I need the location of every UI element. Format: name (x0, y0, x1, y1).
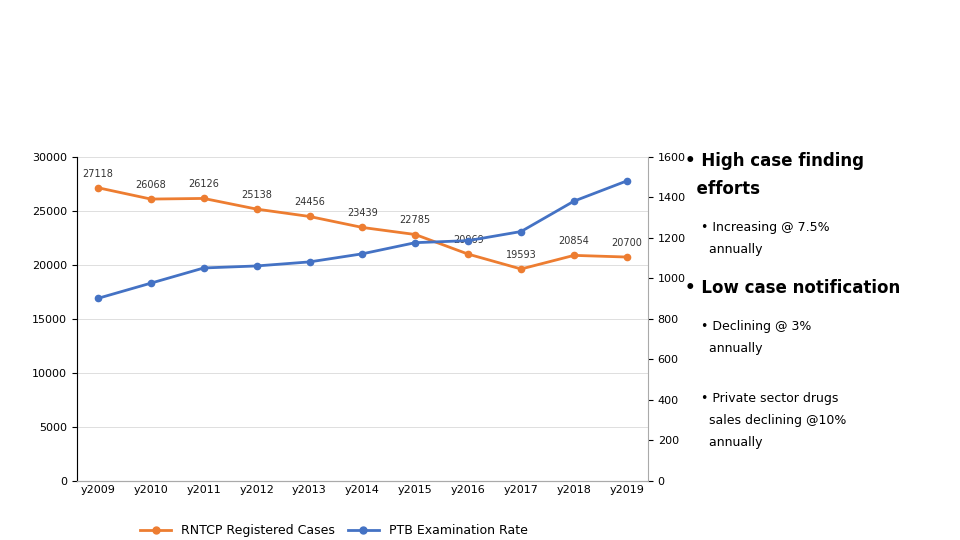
Text: 26126: 26126 (188, 179, 219, 190)
Text: • Private sector drugs: • Private sector drugs (684, 392, 838, 405)
Text: 20700: 20700 (612, 238, 642, 248)
Text: annually: annually (684, 242, 762, 256)
Text: • Low case notification: • Low case notification (684, 279, 900, 296)
Text: 19593: 19593 (506, 250, 537, 260)
Text: Presumptive TB Examination rate Vs Total patients
diagnosed under RNTCP (per 100: Presumptive TB Examination rate Vs Total… (12, 28, 810, 90)
Text: annually: annually (684, 342, 762, 355)
Text: 20854: 20854 (559, 237, 589, 246)
Text: 22785: 22785 (399, 215, 431, 225)
Text: • Declining @ 3%: • Declining @ 3% (684, 320, 811, 333)
Text: 26068: 26068 (135, 180, 166, 190)
Legend: RNTCP Registered Cases, PTB Examination Rate: RNTCP Registered Cases, PTB Examination … (135, 519, 533, 540)
Text: 25138: 25138 (241, 190, 272, 200)
Text: 24456: 24456 (294, 197, 324, 207)
Text: • High case finding: • High case finding (684, 152, 864, 171)
Text: 23439: 23439 (347, 208, 378, 218)
Text: annually: annually (684, 436, 762, 449)
Text: • Increasing @ 7.5%: • Increasing @ 7.5% (684, 221, 829, 234)
Text: sales declining @10%: sales declining @10% (684, 414, 846, 427)
Text: efforts: efforts (684, 180, 759, 198)
Text: 27118: 27118 (83, 168, 113, 179)
Text: 20969: 20969 (453, 235, 484, 245)
